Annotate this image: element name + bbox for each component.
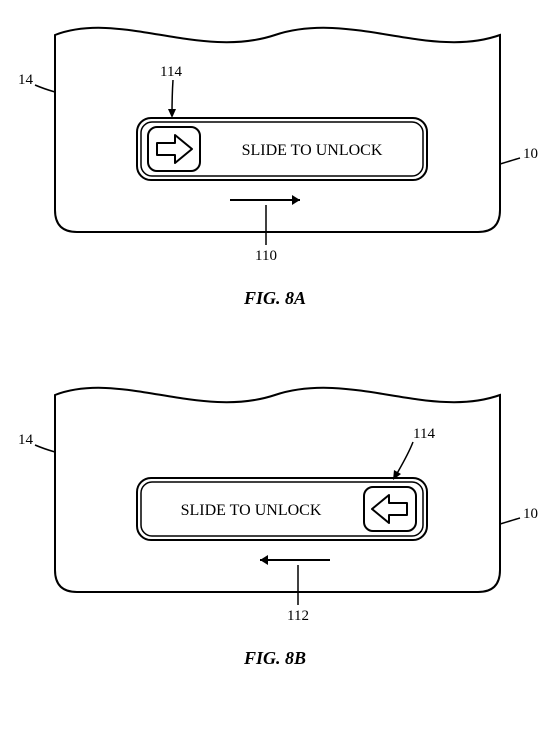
label-114: 114 (160, 64, 182, 80)
arrow-right-icon (157, 135, 192, 163)
label-110: 110 (255, 248, 277, 264)
figure-8b-caption: FIG. 8B (0, 648, 550, 669)
label-112: 112 (287, 608, 309, 624)
figure-8b: SLIDE TO UNLOCK 14 10 114 112 FIG. 8B (0, 360, 550, 720)
slider-label: SLIDE TO UNLOCK (181, 502, 322, 519)
device-body (55, 388, 500, 592)
label-14: 14 (18, 432, 34, 448)
slider-label: SLIDE TO UNLOCK (242, 142, 383, 159)
label-114: 114 (413, 426, 435, 442)
arrow-left-icon (372, 495, 407, 523)
direction-arrow-head (260, 555, 268, 565)
leader-10 (500, 518, 520, 524)
leader-10 (500, 158, 520, 164)
figure-8a: SLIDE TO UNLOCK 14 10 114 110 FIG. 8A (0, 0, 550, 300)
direction-arrow-head (292, 195, 300, 205)
label-14: 14 (18, 72, 34, 88)
device-body (55, 28, 500, 232)
leader-114 (395, 442, 413, 477)
label-10: 10 (523, 506, 538, 522)
label-10: 10 (523, 146, 538, 162)
leader-114-head (168, 109, 176, 118)
leader-14 (35, 445, 55, 452)
leader-14 (35, 85, 55, 92)
figure-8a-caption: FIG. 8A (0, 288, 550, 309)
